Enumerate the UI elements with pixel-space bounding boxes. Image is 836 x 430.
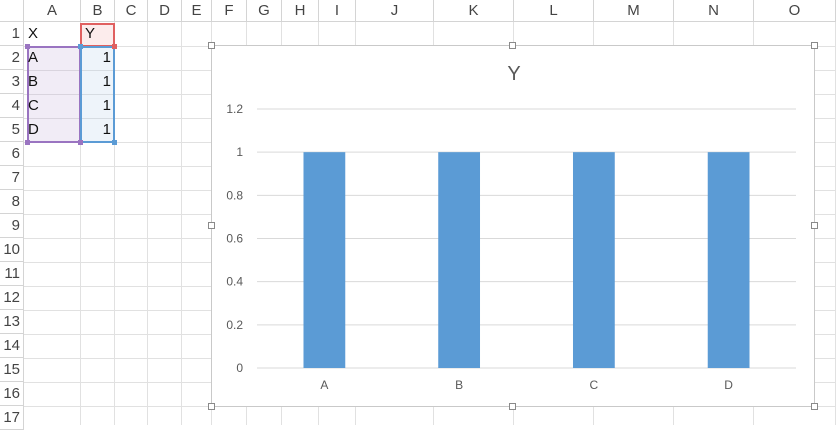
chart-resize-handle[interactable]: [811, 403, 818, 410]
range-handle[interactable]: [112, 140, 117, 145]
chart-resize-handle[interactable]: [208, 42, 215, 49]
chart-resize-handle[interactable]: [509, 42, 516, 49]
y-tick-label: 1: [236, 145, 243, 159]
row-header-1[interactable]: 1: [0, 22, 24, 46]
values-range[interactable]: [80, 46, 115, 143]
bar-d[interactable]: [707, 152, 750, 368]
cell-b3[interactable]: 1: [102, 73, 111, 90]
column-header-i[interactable]: I: [319, 0, 356, 22]
row-header-3[interactable]: 3: [0, 70, 24, 94]
cell-b4[interactable]: 1: [102, 97, 111, 114]
y-tick-label: 0: [236, 361, 243, 375]
bar-a[interactable]: [303, 152, 346, 368]
range-handle[interactable]: [25, 140, 30, 145]
row-header-13[interactable]: 13: [0, 310, 24, 334]
column-header-row: A B C D E F G H I J K L M N O: [0, 0, 836, 22]
bar-c[interactable]: [572, 152, 615, 368]
row-header-2[interactable]: 2: [0, 46, 24, 70]
range-handle[interactable]: [25, 44, 30, 49]
chart-resize-handle[interactable]: [208, 403, 215, 410]
y-tick-label: 1.2: [226, 102, 243, 116]
row-header-10[interactable]: 10: [0, 238, 24, 262]
column-header-e[interactable]: E: [182, 0, 212, 22]
row-header-12[interactable]: 12: [0, 286, 24, 310]
chart-resize-handle[interactable]: [208, 222, 215, 229]
column-header-m[interactable]: M: [594, 0, 674, 22]
bar-b[interactable]: [438, 152, 481, 368]
column-header-o[interactable]: O: [754, 0, 836, 22]
x-tick-label: A: [320, 378, 328, 392]
column-header-f[interactable]: F: [212, 0, 247, 22]
row-header-11[interactable]: 11: [0, 262, 24, 286]
row-header-16[interactable]: 16: [0, 382, 24, 406]
range-handle[interactable]: [78, 44, 83, 49]
chart-resize-handle[interactable]: [811, 222, 818, 229]
cell-a3[interactable]: B: [28, 73, 39, 90]
column-header-j[interactable]: J: [356, 0, 434, 22]
gridline: [80, 22, 81, 425]
column-header-k[interactable]: K: [434, 0, 514, 22]
y-tick-label: 0.6: [226, 232, 243, 246]
cell-a1[interactable]: X: [28, 25, 39, 42]
row-header-8[interactable]: 8: [0, 190, 24, 214]
range-handle[interactable]: [78, 140, 83, 145]
y-tick-label: 0.2: [226, 318, 243, 332]
cell-b5[interactable]: 1: [102, 121, 111, 138]
row-header-4[interactable]: 4: [0, 94, 24, 118]
cell-a5[interactable]: D: [28, 121, 39, 138]
column-header-a[interactable]: A: [24, 0, 81, 22]
select-all-corner[interactable]: [0, 0, 24, 22]
range-handle[interactable]: [112, 44, 117, 49]
cell-b2[interactable]: 1: [102, 49, 111, 66]
column-header-d[interactable]: D: [148, 0, 182, 22]
x-tick-label: D: [724, 378, 733, 392]
x-tick-label: B: [455, 378, 463, 392]
row-header-17[interactable]: 17: [0, 406, 24, 430]
column-header-b[interactable]: B: [81, 0, 115, 22]
chart-resize-handle[interactable]: [811, 42, 818, 49]
column-header-n[interactable]: N: [674, 0, 754, 22]
gridline: [114, 22, 115, 425]
column-header-l[interactable]: L: [514, 0, 594, 22]
y-tick-label: 0.8: [226, 188, 243, 202]
row-header-6[interactable]: 6: [0, 142, 24, 166]
row-header-15[interactable]: 15: [0, 358, 24, 382]
cell-b1[interactable]: Y: [85, 25, 96, 42]
column-header-c[interactable]: C: [115, 0, 148, 22]
column-header-g[interactable]: G: [247, 0, 282, 22]
y-tick-label: 0.4: [226, 275, 243, 289]
column-header-h[interactable]: H: [282, 0, 319, 22]
row-header-7[interactable]: 7: [0, 166, 24, 190]
chart-resize-handle[interactable]: [509, 403, 516, 410]
row-header-9[interactable]: 9: [0, 214, 24, 238]
chart-object[interactable]: Y 0 0.2 0.4 0.6 0.8 1 1.2 A B C D: [211, 45, 815, 407]
cell-a4[interactable]: C: [28, 97, 39, 114]
cell-a2[interactable]: A: [28, 49, 39, 66]
chart-title[interactable]: Y: [507, 63, 521, 85]
chart-plot[interactable]: 0 0.2 0.4 0.6 0.8 1 1.2 A B C D: [212, 46, 816, 408]
gridline: [147, 22, 148, 425]
row-header-5[interactable]: 5: [0, 118, 24, 142]
x-tick-label: C: [590, 378, 599, 392]
gridline: [181, 22, 182, 425]
row-header-14[interactable]: 14: [0, 334, 24, 358]
